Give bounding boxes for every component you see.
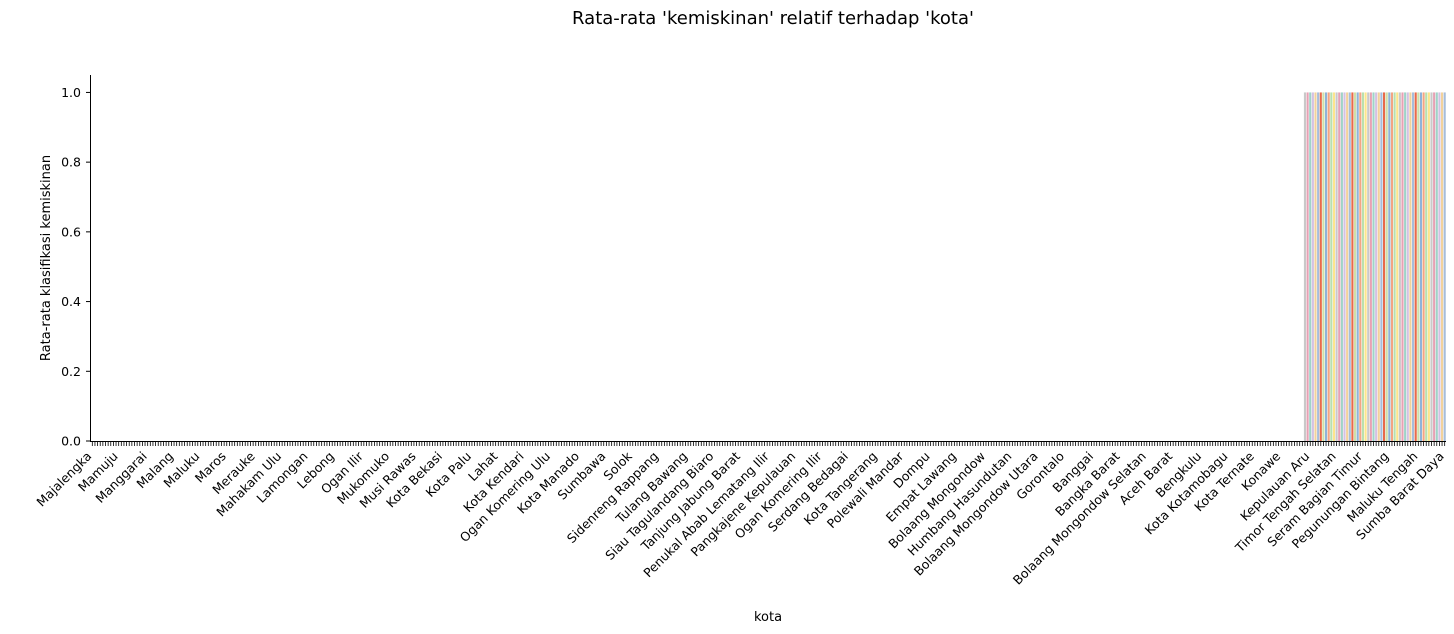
bar (1377, 92, 1380, 442)
bar (1443, 92, 1446, 442)
bar (1398, 92, 1401, 442)
y-ticks-layer: 0.0 0.2 0.4 0.6 0.8 1.0 (61, 85, 91, 449)
bar (1348, 92, 1351, 442)
bar (1330, 92, 1333, 442)
bar (1388, 92, 1391, 442)
bar (1404, 92, 1407, 442)
y-tick-label: 0.4 (61, 294, 81, 309)
bar (1364, 92, 1367, 442)
bar (1372, 92, 1375, 442)
bar (1375, 92, 1378, 442)
bar (1354, 92, 1357, 442)
bar (1396, 92, 1399, 442)
bar (1419, 92, 1423, 442)
bar (1409, 92, 1412, 442)
y-tick-label: 0.8 (61, 155, 81, 170)
bar (1361, 92, 1365, 442)
bar (1327, 92, 1330, 442)
bar (1322, 92, 1325, 442)
bars-layer (1303, 92, 1446, 442)
bar (1380, 92, 1383, 442)
bar (1335, 92, 1338, 442)
bar (1440, 92, 1444, 442)
bar (1430, 92, 1433, 442)
bar (1351, 92, 1354, 442)
bar (1383, 92, 1386, 442)
bar (1433, 92, 1436, 442)
bar (1393, 92, 1396, 442)
bar (1411, 92, 1415, 442)
bar (1422, 92, 1425, 442)
y-tick-label: 0.2 (61, 364, 81, 379)
bar (1325, 92, 1328, 442)
bar (1406, 92, 1409, 442)
bar (1359, 92, 1362, 442)
bar (1340, 92, 1343, 442)
bar (1356, 92, 1359, 442)
bar (1369, 92, 1372, 442)
x-axis-label: kota (754, 610, 782, 625)
bar (1338, 92, 1341, 442)
bar (1438, 92, 1441, 442)
bar (1435, 92, 1438, 442)
bar (1346, 92, 1349, 442)
bar (1401, 92, 1404, 442)
chart-title: Rata-rata 'kemiskinan' relatif terhadap … (572, 8, 974, 29)
bar (1309, 92, 1312, 442)
bar (1332, 92, 1336, 442)
bar (1414, 92, 1417, 442)
bar (1311, 92, 1314, 442)
bar (1343, 92, 1346, 442)
x-ticks-layer: MajalengkaMamujuManggaraiMalangMalukuMar… (33, 441, 1447, 588)
y-tick-label: 0.0 (61, 434, 81, 449)
bar (1367, 92, 1370, 442)
bar (1306, 92, 1309, 442)
bar (1385, 92, 1388, 442)
y-tick-label: 0.6 (61, 224, 81, 239)
y-tick-label: 1.0 (61, 85, 81, 100)
bar (1425, 92, 1428, 442)
bar (1427, 92, 1430, 442)
bar (1319, 92, 1322, 442)
bar (1317, 92, 1320, 442)
bar (1314, 92, 1317, 442)
bar (1303, 92, 1307, 442)
y-axis-label: Rata-rata klasifikasi kemiskinan (39, 155, 54, 361)
bar (1390, 92, 1394, 442)
bar (1417, 92, 1420, 442)
